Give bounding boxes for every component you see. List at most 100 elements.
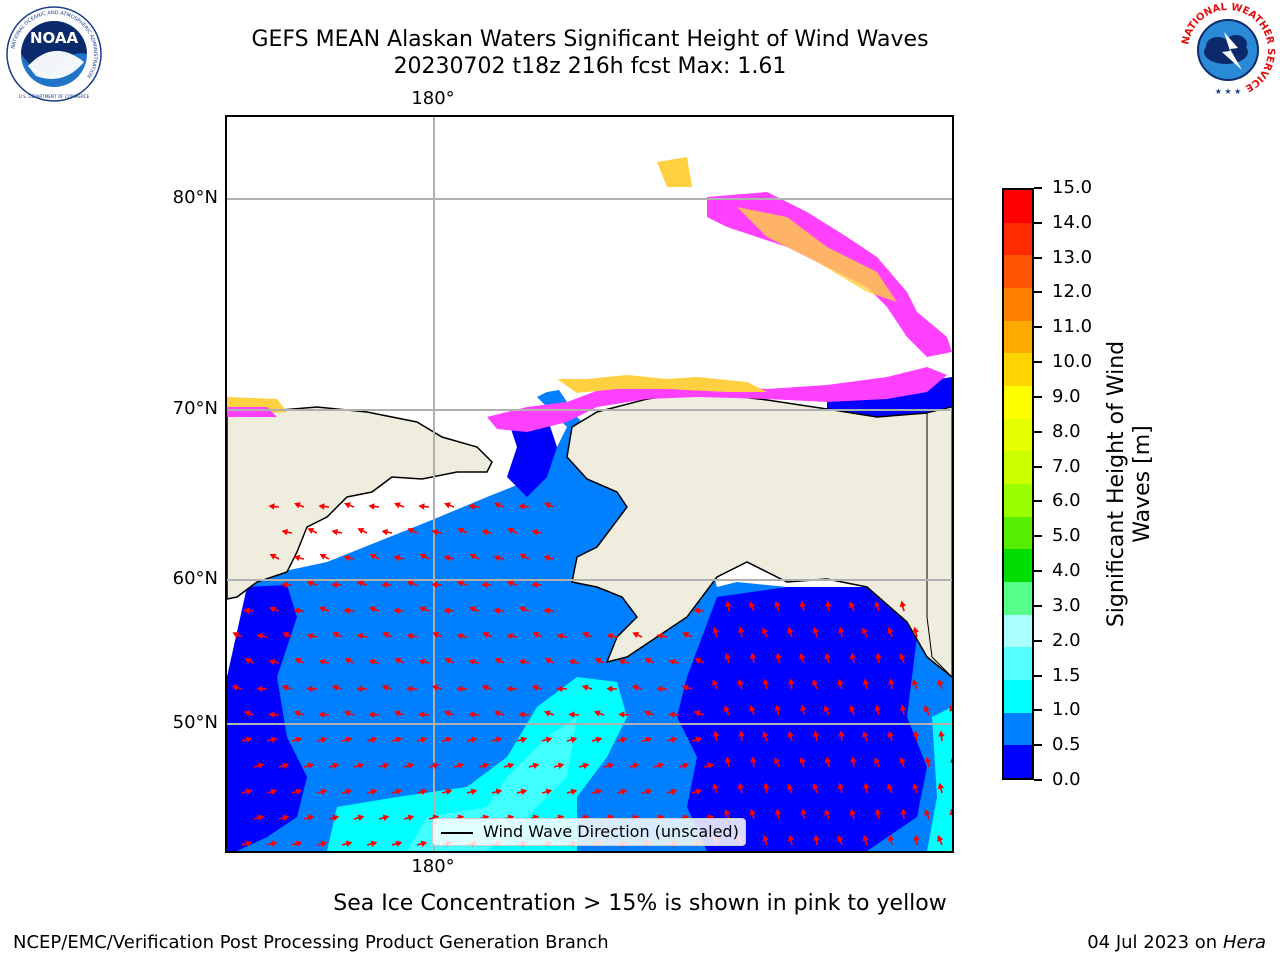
wave-direction-arrowhead — [420, 840, 428, 847]
wave-direction-arrowhead — [838, 730, 845, 737]
wave-direction-arrowhead — [887, 626, 894, 634]
wave-direction-arrowhead — [443, 710, 451, 717]
wave-direction-arrowhead — [256, 632, 263, 640]
wave-direction-arrowhead — [407, 762, 415, 769]
wave-direction-arrowhead — [319, 553, 327, 560]
colorbar-tick-mark — [1034, 291, 1042, 294]
wave-direction-arrowhead — [456, 685, 463, 693]
wave-direction-arrowhead — [419, 553, 427, 560]
wave-direction-arrowhead — [762, 678, 770, 686]
wave-direction-arrowhead — [800, 808, 807, 815]
wave-direction-arrowhead — [763, 782, 770, 789]
wave-direction-arrowhead — [331, 581, 338, 589]
wave-direction-arrowhead — [787, 783, 794, 791]
wave-direction-arrowhead — [320, 788, 328, 795]
wave-direction-arrowhead — [532, 632, 540, 638]
colorbar-band — [1004, 320, 1032, 354]
colorbar-tick-mark — [1034, 326, 1042, 329]
wave-direction-arrowhead — [668, 711, 675, 718]
wave-direction-arrowhead — [632, 762, 640, 769]
colorbar-tick-label: 8.0 — [1052, 420, 1081, 442]
wave-direction-arrowhead — [799, 756, 806, 764]
wave-direction-arrowhead — [581, 684, 589, 691]
wave-direction-arrowhead — [849, 808, 856, 816]
wave-direction-arrowhead — [750, 756, 757, 763]
colorbar-tick-mark — [1034, 639, 1042, 642]
wave-direction-arrowhead — [395, 788, 403, 795]
wave-direction-arrowhead — [813, 834, 820, 841]
wave-direction-arrowhead — [432, 632, 440, 638]
wave-direction-arrowhead — [368, 606, 376, 613]
colorbar-tick-label: 9.0 — [1052, 385, 1081, 407]
wave-direction-arrowhead — [307, 814, 315, 821]
wave-direction-arrowhead — [950, 757, 952, 763]
colorbar-label: Significant Height of Wind Waves [m] — [1104, 341, 1156, 627]
wave-direction-arrowhead — [837, 782, 845, 790]
wave-direction-arrowhead — [737, 678, 744, 686]
wave-direction-arrowhead — [245, 788, 253, 795]
wave-direction-arrowhead — [606, 632, 613, 640]
wave-direction-arrowhead — [937, 678, 944, 686]
wave-direction-arrowhead — [682, 632, 690, 638]
wave-direction-arrowhead — [545, 736, 553, 743]
wave-direction-arrowhead — [270, 788, 278, 795]
wave-direction-arrowhead — [418, 503, 425, 510]
wave-direction-arrowhead — [345, 736, 353, 743]
wave-direction-arrowhead — [775, 652, 782, 659]
map-panel — [225, 115, 954, 853]
map-svg — [227, 117, 952, 851]
wave-direction-arrowhead — [681, 684, 689, 691]
wave-direction-arrowhead — [724, 705, 730, 713]
colorbar-tick-label: 15.0 — [1052, 177, 1093, 198]
sea-ice-north-yellow — [657, 157, 692, 187]
wave-direction-arrowhead — [695, 736, 703, 743]
wave-direction-arrowhead — [382, 814, 390, 821]
wave-direction-arrowhead — [670, 736, 678, 743]
wave-direction-arrowhead — [243, 607, 250, 614]
wave-direction-arrowhead — [307, 762, 315, 769]
wave-direction-arrowhead — [468, 711, 475, 718]
wave-direction-arrowhead — [724, 809, 731, 816]
wave-direction-arrowhead — [594, 657, 602, 664]
wave-direction-arrowhead — [849, 704, 856, 712]
wave-direction-arrowhead — [799, 600, 807, 608]
noaa-logo-text: NOAA — [30, 29, 79, 47]
wave-direction-arrowhead — [506, 632, 513, 640]
wave-direction-arrowhead — [493, 607, 500, 614]
wave-direction-arrowhead — [544, 657, 552, 664]
wave-direction-arrowhead — [445, 736, 453, 743]
wave-direction-arrowhead — [381, 684, 389, 691]
wave-direction-arrowhead — [899, 704, 907, 711]
wave-direction-arrowhead — [320, 736, 328, 743]
wave-direction-arrowhead — [456, 580, 464, 587]
wave-direction-arrowhead — [293, 607, 300, 614]
chart-subtitle: 20230702 t18z 216h fcst Max: 1.61 — [393, 54, 787, 79]
wave-direction-arrowhead — [281, 684, 289, 691]
colorbar-tick-label: 7.0 — [1052, 455, 1081, 477]
wave-direction-arrowhead — [468, 658, 476, 666]
ocean-bering-north — [247, 387, 617, 592]
wave-direction-arrowhead — [825, 600, 832, 607]
wave-direction-arrowhead — [518, 606, 526, 613]
wave-direction-arrowhead — [862, 627, 868, 635]
wave-direction-arrowhead — [332, 632, 340, 638]
chart-title: GEFS MEAN Alaskan Waters Significant Hei… — [251, 27, 929, 52]
colorbar-tick-mark — [1034, 361, 1042, 364]
wave-direction-arrowhead — [306, 632, 313, 640]
wave-direction-arrowhead — [393, 607, 400, 614]
wave-direction-arrowhead — [331, 528, 339, 536]
wave-direction-arrowhead — [712, 782, 719, 790]
wave-direction-arrowhead — [481, 684, 489, 691]
ocean-dark-blue-west — [227, 585, 307, 851]
colorbar-band — [1004, 484, 1032, 518]
wave-direction-arrowhead — [293, 554, 301, 562]
wave-direction-arrowhead — [582, 632, 590, 638]
wave-direction-arrowhead — [507, 528, 515, 534]
wave-direction-arrowhead — [712, 626, 719, 634]
wave-direction-arrowhead — [519, 553, 527, 560]
wave-direction-arrowhead — [243, 710, 251, 717]
footer-credit: NCEP/EMC/Verification Post Processing Pr… — [13, 932, 609, 953]
colorbar-tick-label: 1.0 — [1052, 699, 1081, 721]
footer-date: 04 Jul 2023 on Hera — [1087, 932, 1266, 953]
colorbar-band — [1004, 680, 1032, 714]
